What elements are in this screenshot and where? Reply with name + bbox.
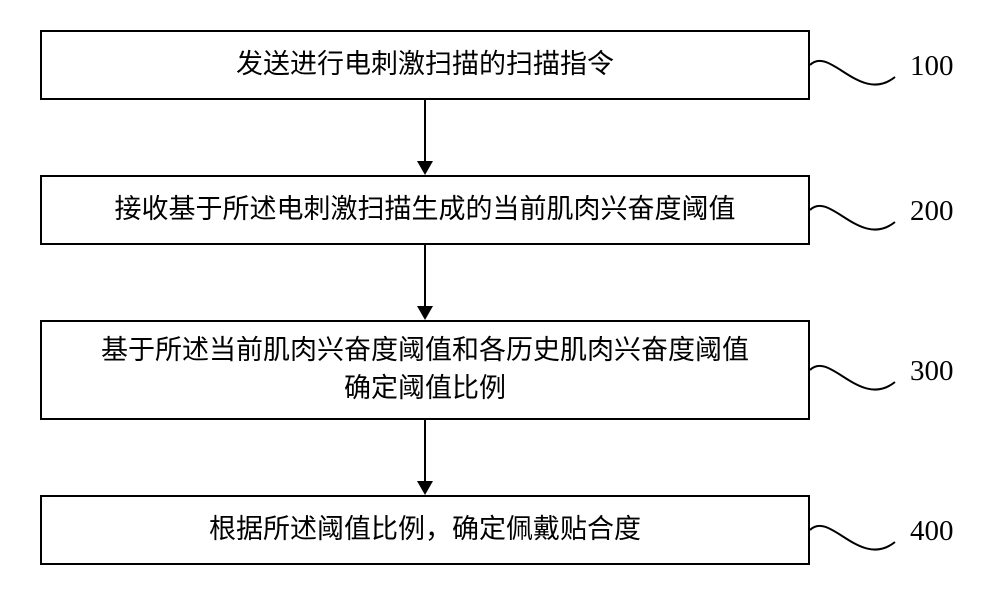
step-text: 基于所述当前肌肉兴奋度阈值和各历史肌肉兴奋度阈值 确定阈值比例 [101, 332, 749, 408]
step-label-300: 300 [910, 355, 954, 388]
step-text: 根据所述阈值比例，确定佩戴贴合度 [209, 511, 641, 549]
arrow-2-line [424, 245, 426, 306]
arrow-3-head [417, 481, 433, 495]
arrow-2-head [417, 306, 433, 320]
arrow-1-head [417, 161, 433, 175]
step-label-100: 100 [910, 50, 954, 83]
step-box-400: 根据所述阈值比例，确定佩戴贴合度 [40, 495, 810, 565]
step-text: 发送进行电刺激扫描的扫描指令 [236, 46, 614, 84]
callout-200 [810, 200, 900, 250]
callout-300 [810, 360, 900, 410]
callout-400 [810, 520, 900, 570]
arrow-3-line [424, 420, 426, 481]
step-label-400: 400 [910, 515, 954, 548]
arrow-1-line [424, 100, 426, 161]
step-box-200: 接收基于所述电刺激扫描生成的当前肌肉兴奋度阈值 [40, 175, 810, 245]
callout-100 [810, 55, 900, 105]
step-label-200: 200 [910, 195, 954, 228]
flowchart-canvas: 发送进行电刺激扫描的扫描指令 100 接收基于所述电刺激扫描生成的当前肌肉兴奋度… [0, 0, 1000, 611]
step-text: 接收基于所述电刺激扫描生成的当前肌肉兴奋度阈值 [115, 191, 736, 229]
step-box-100: 发送进行电刺激扫描的扫描指令 [40, 30, 810, 100]
step-box-300: 基于所述当前肌肉兴奋度阈值和各历史肌肉兴奋度阈值 确定阈值比例 [40, 320, 810, 420]
